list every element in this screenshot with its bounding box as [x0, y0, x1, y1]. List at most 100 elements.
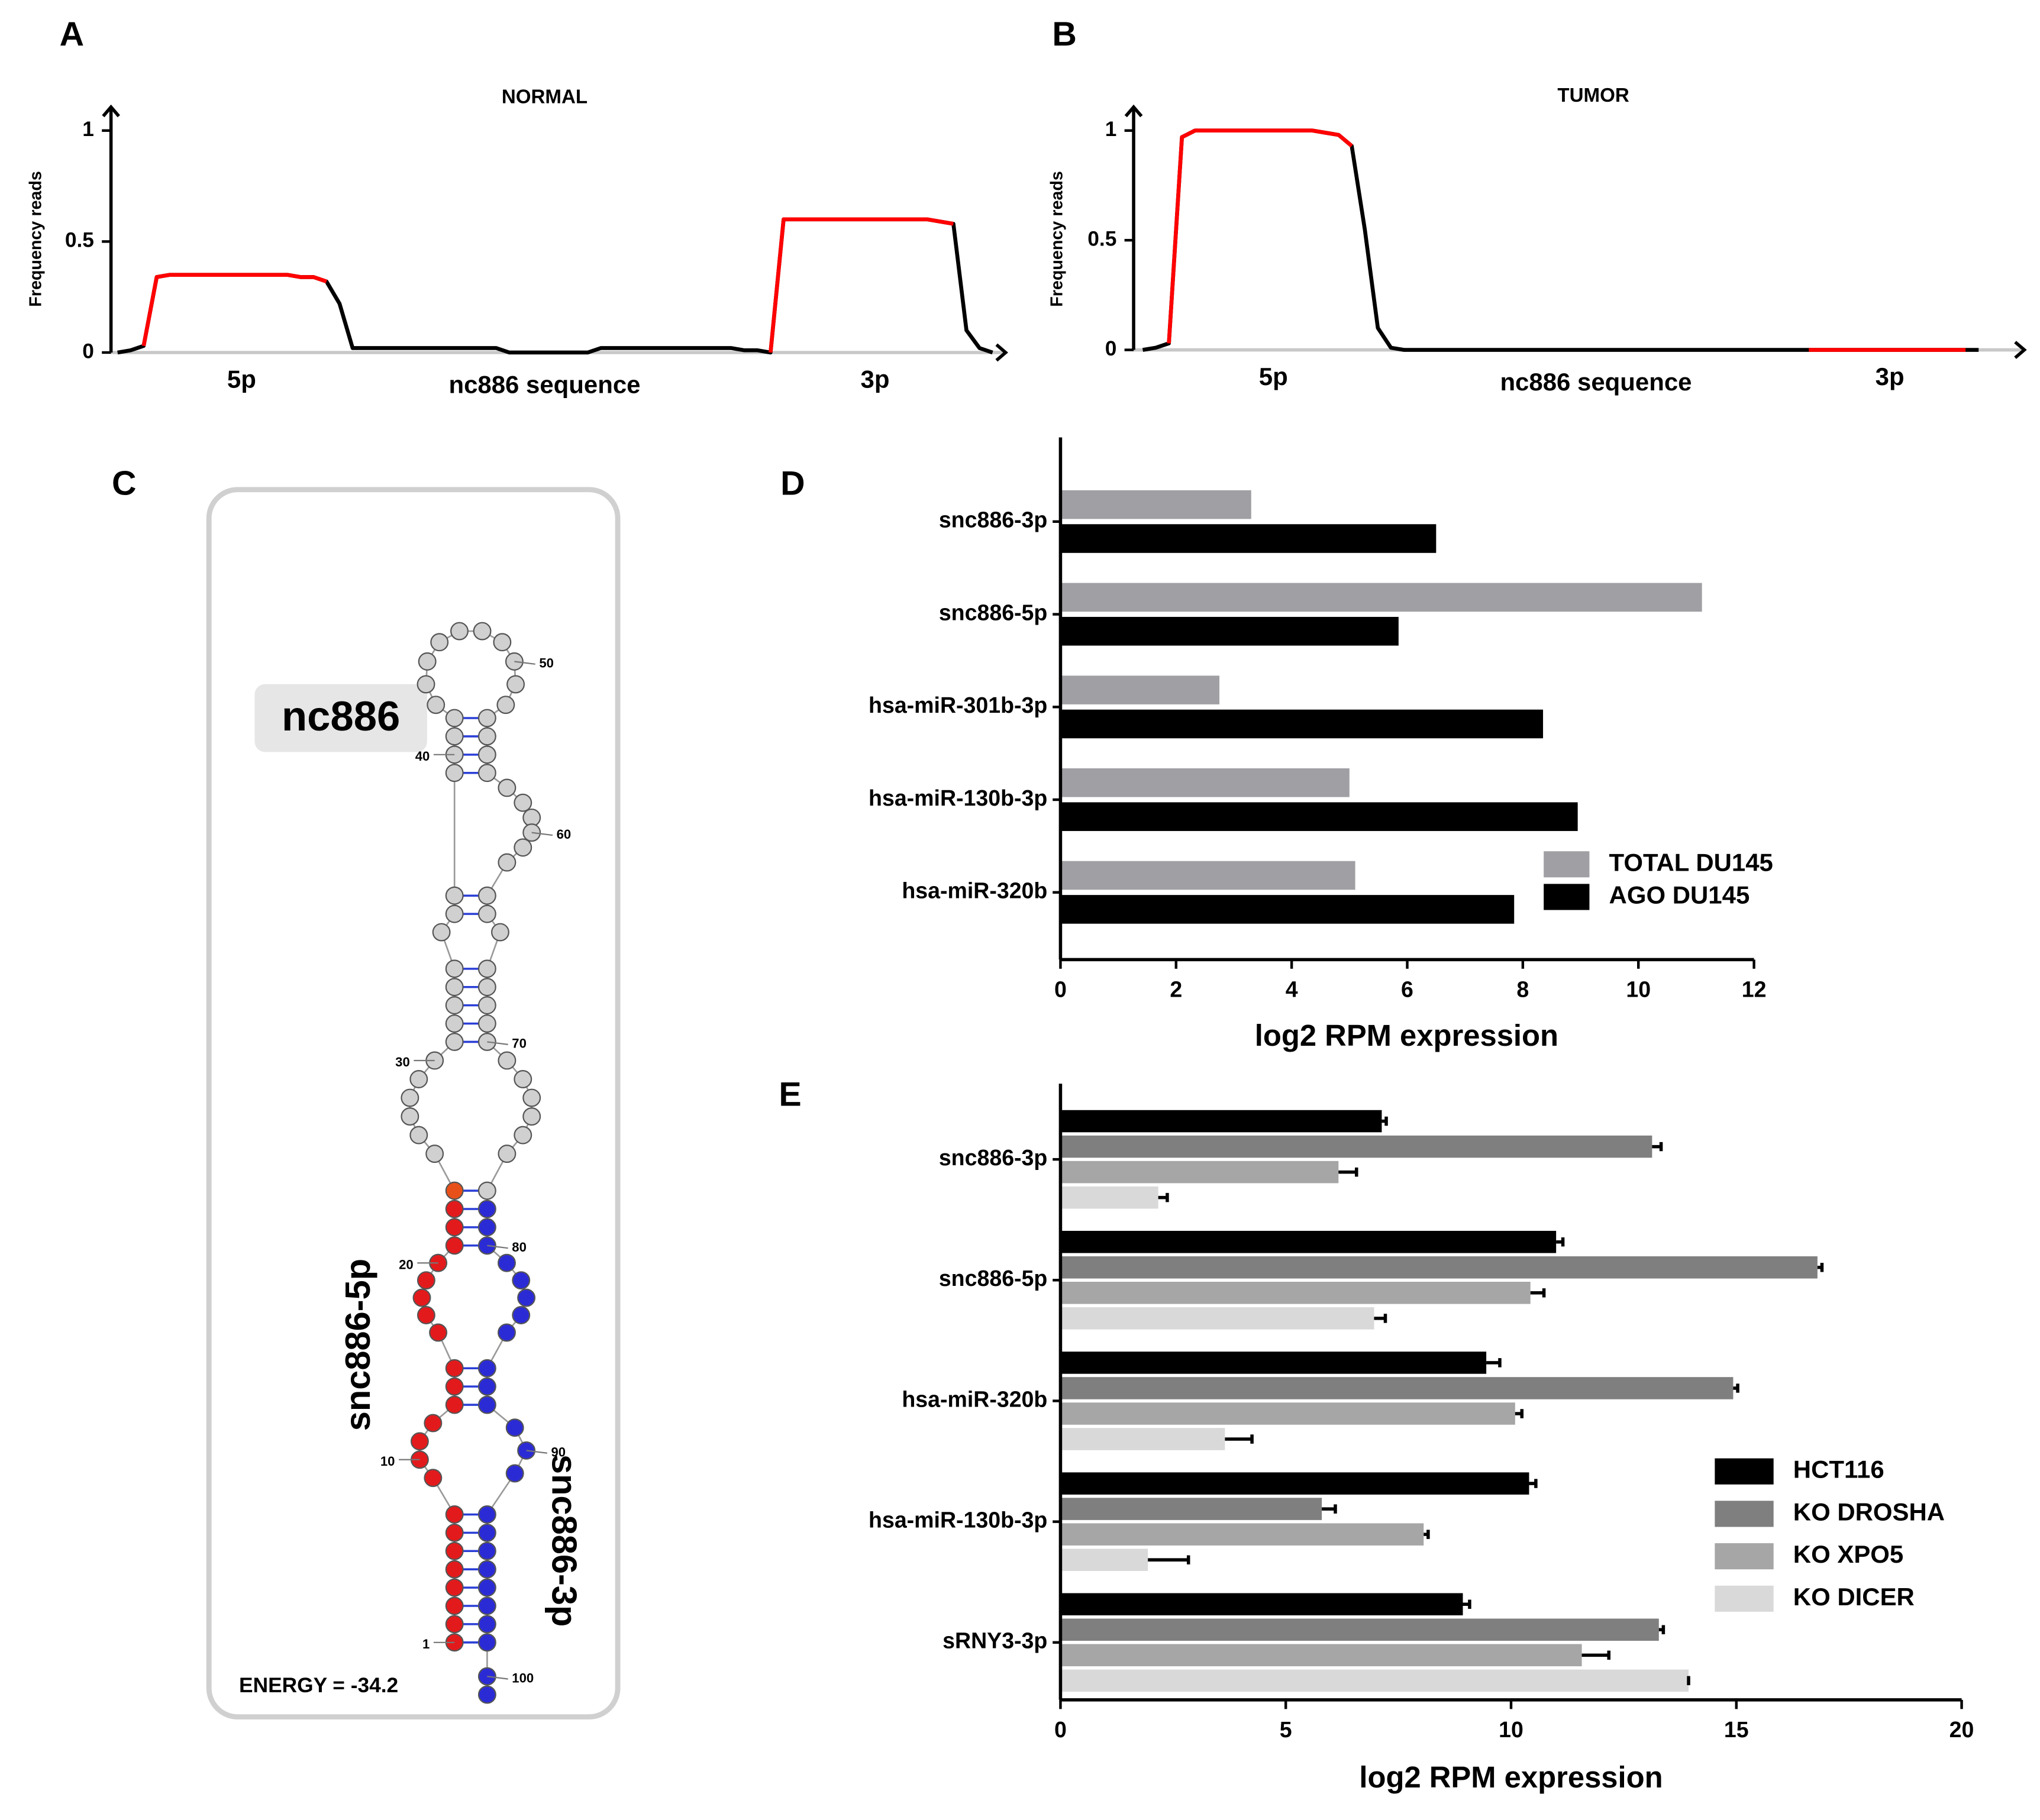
- x-tick-label: 12: [1742, 977, 1767, 1001]
- bar: [1060, 1593, 1463, 1616]
- nucleotide: [522, 1107, 541, 1126]
- nucleotide: [517, 1288, 536, 1307]
- nucleotide: [477, 1523, 496, 1542]
- line-series: [1167, 128, 1966, 352]
- energy-label: ENERGY = -34.2: [239, 1674, 398, 1697]
- error-bar: [1225, 1434, 1254, 1444]
- error-bar: [1338, 1167, 1358, 1177]
- error-bar: [1515, 1409, 1524, 1418]
- legend-swatch: [1544, 884, 1590, 910]
- legend-swatch: [1715, 1501, 1774, 1527]
- nucleotide: [498, 853, 517, 872]
- position-label: 90: [551, 1445, 566, 1460]
- error-bar: [1322, 1504, 1337, 1514]
- nucleotide: [490, 923, 509, 942]
- position-label: 50: [539, 656, 554, 671]
- x-axis-label: nc886 sequence: [1500, 368, 1692, 396]
- panel-label: E: [779, 1075, 801, 1113]
- nucleotide: [477, 1377, 496, 1396]
- legend-swatch: [1715, 1585, 1774, 1612]
- diagram-title-box: [254, 684, 427, 752]
- y-tick-label: snc886-3p: [939, 1145, 1048, 1170]
- y-tick-label: 0.5: [1087, 227, 1116, 250]
- bar: [1060, 1644, 1582, 1667]
- diagram-frame: [206, 487, 621, 1720]
- nucleotide: [477, 1633, 496, 1652]
- bar: [1060, 1282, 1531, 1304]
- nucleotide: [477, 727, 496, 746]
- nucleotide: [429, 1323, 448, 1342]
- error-bar: [1463, 1599, 1471, 1609]
- nucleotide: [493, 633, 512, 652]
- nucleotide: [498, 1323, 516, 1342]
- nucleotide: [506, 675, 525, 694]
- nucleotide: [477, 1505, 496, 1524]
- nucleotide: [445, 1236, 464, 1255]
- position-label: 80: [512, 1240, 527, 1255]
- nucleotide: [445, 1615, 464, 1634]
- y-tick-label: hsa-miR-301b-3p: [869, 693, 1047, 717]
- y-tick-label: hsa-miR-320b: [902, 878, 1047, 903]
- y-tick-label: hsa-miR-320b: [902, 1386, 1047, 1411]
- y-tick-label: 1: [1105, 118, 1117, 141]
- x-axis-arrow: [2014, 341, 2027, 359]
- nucleotide: [410, 1432, 429, 1451]
- nucleotide: [517, 1441, 536, 1460]
- nucleotide: [445, 1218, 464, 1237]
- nucleotide: [418, 652, 437, 671]
- y-tick-label: hsa-miR-130b-3p: [869, 785, 1047, 810]
- nucleotide: [445, 1505, 464, 1524]
- nucleotide: [445, 709, 464, 728]
- nucleotide: [425, 1145, 444, 1163]
- nucleotide: [477, 1014, 496, 1033]
- nucleotide: [498, 1051, 517, 1070]
- nucleotide: [477, 978, 496, 997]
- legend-swatch: [1715, 1543, 1774, 1570]
- x-tick-label: 10: [1626, 977, 1651, 1001]
- x-axis-label: log2 RPM expression: [1359, 1760, 1663, 1794]
- nucleotide: [477, 764, 496, 783]
- x-tick-label: 10: [1499, 1717, 1523, 1742]
- region-label: 3p: [860, 366, 889, 393]
- error-bar: [1652, 1142, 1663, 1152]
- position-label: 20: [399, 1257, 414, 1272]
- nucleotide: [477, 709, 496, 728]
- y-axis-arrow: [1124, 104, 1143, 118]
- position-label: 60: [557, 827, 572, 842]
- y-tick-label: hsa-miR-130b-3p: [869, 1508, 1047, 1533]
- nucleotide: [477, 1395, 496, 1414]
- nucleotide: [417, 1271, 435, 1290]
- nucleotide: [477, 1560, 496, 1579]
- nucleotide: [445, 1541, 464, 1560]
- legend-label: KO DICER: [1793, 1583, 1915, 1611]
- nucleotide: [477, 996, 496, 1015]
- nucleotide: [445, 904, 464, 923]
- nucleotide: [401, 1107, 419, 1126]
- bar: [1060, 1523, 1424, 1546]
- nucleotide: [412, 1288, 431, 1307]
- nucleotide: [401, 1088, 419, 1107]
- nucleotide: [432, 923, 451, 942]
- nucleotide: [477, 1200, 496, 1218]
- position-label: 100: [512, 1670, 534, 1685]
- x-tick-label: 8: [1516, 977, 1529, 1001]
- position-label: 70: [512, 1036, 527, 1051]
- nucleotide: [445, 1032, 464, 1051]
- bar: [1060, 1110, 1382, 1133]
- error-bar: [1381, 1116, 1388, 1126]
- error-bar: [1556, 1237, 1565, 1247]
- legend-swatch: [1715, 1458, 1774, 1485]
- nucleotide: [445, 886, 464, 905]
- nucleotide: [445, 1181, 464, 1200]
- error-bar: [1424, 1530, 1430, 1539]
- y-tick-label: 1: [82, 118, 94, 141]
- position-label: 40: [415, 749, 430, 764]
- y-tick-label: 0: [82, 340, 94, 363]
- bar: [1060, 675, 1220, 704]
- panel-label: A: [60, 15, 84, 53]
- position-tick: [487, 1041, 508, 1045]
- x-tick-label: 0: [1054, 1717, 1067, 1742]
- strand-label: snc886-5p: [338, 1259, 377, 1431]
